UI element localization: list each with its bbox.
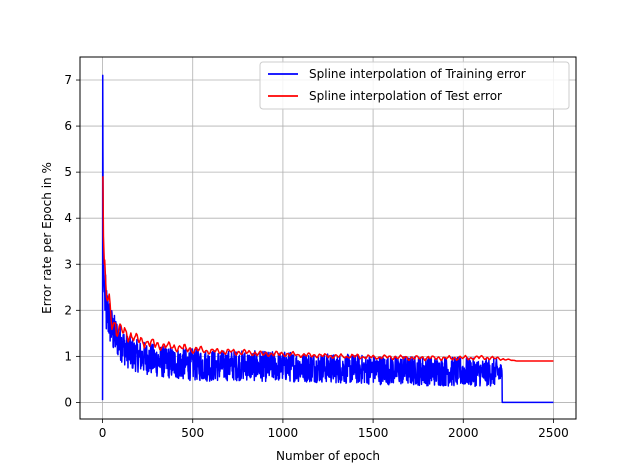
plot-frame [79, 56, 577, 420]
x-axis-label: Number of epoch [276, 449, 380, 463]
x-tick-label: 1500 [358, 426, 389, 440]
y-tick-label: 7 [64, 73, 72, 87]
y-tick-label: 2 [64, 303, 72, 317]
x-tick-label: 2500 [538, 426, 569, 440]
y-tick-label: 4 [64, 211, 72, 225]
legend-label-training: Spline interpolation of Training error [309, 67, 526, 81]
y-axis-label: Error rate per Epoch in % [40, 162, 54, 314]
legend-box [259, 61, 570, 110]
plot-data [101, 74, 555, 404]
legend-label-test: Spline interpolation of Test error [309, 89, 502, 103]
legend: Spline interpolation of Training error S… [259, 61, 570, 110]
y-tick-label: 6 [64, 119, 72, 133]
y-tick-label: 5 [64, 165, 72, 179]
x-tick-label: 500 [181, 426, 204, 440]
ticks: 0 500 1000 1500 2000 2500 0 1 2 3 4 5 6 7 [64, 73, 568, 440]
series-line-test-error [102, 176, 554, 362]
series-line-training-error [101, 74, 555, 404]
x-tick-label: 1000 [268, 426, 299, 440]
y-tick-label: 0 [64, 395, 72, 409]
y-tick-label: 3 [64, 257, 72, 271]
y-tick-label: 1 [64, 349, 72, 363]
x-tick-label: 2000 [448, 426, 479, 440]
x-tick-label: 0 [99, 426, 107, 440]
